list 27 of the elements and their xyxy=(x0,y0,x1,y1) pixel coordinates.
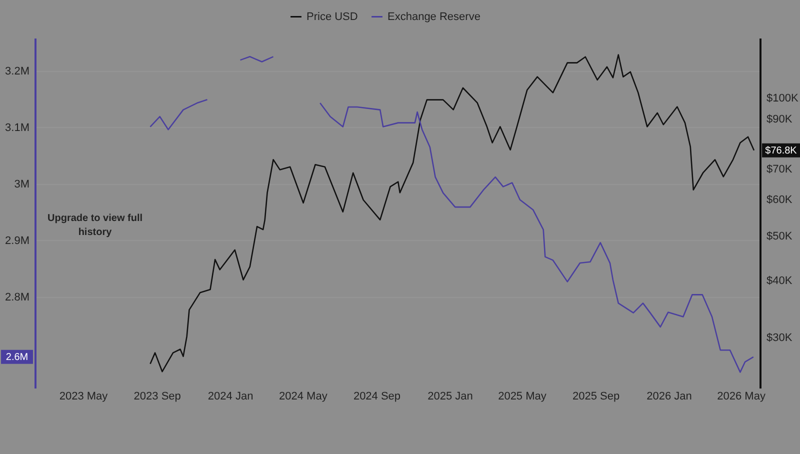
y-tick-label: 3.1M xyxy=(5,122,30,134)
y-tick-label: 3.2M xyxy=(5,65,30,78)
legend-label: Exchange Reserve xyxy=(388,10,480,23)
x-tick-label: 2025 May xyxy=(498,390,547,402)
y2-tick-label: $40K xyxy=(766,274,793,287)
x-tick-label: 2024 May xyxy=(279,390,328,402)
y2-tick-label: $60K xyxy=(766,194,793,206)
y-tick-label: 2.8M xyxy=(5,291,30,304)
y2-tick-label: $100K xyxy=(766,92,799,104)
x-tick-label: 2023 May xyxy=(59,390,108,402)
text: 2.6M xyxy=(6,352,28,363)
y-tick-label: 3M xyxy=(14,178,30,190)
x-tick-label: 2024 Sep xyxy=(353,390,401,402)
y2-tick-label: $50K xyxy=(766,230,793,242)
annotation: Upgrade to view full history xyxy=(47,213,143,238)
x-tick-label: 2026 Jan xyxy=(646,390,692,402)
y2-tick-label: $30K xyxy=(766,332,793,344)
legend-label: Price USD xyxy=(306,10,358,23)
y-tick-label: 2.9M xyxy=(5,234,30,247)
y2-tick-label: $90K xyxy=(766,113,793,126)
x-tick-label: 2023 Sep xyxy=(134,390,181,402)
text: $76.8K xyxy=(765,145,798,156)
x-tick-label: 2026 May xyxy=(717,390,766,402)
x-tick-label: 2024 Jan xyxy=(208,390,254,402)
x-tick-label: 2025 Jan xyxy=(428,390,473,402)
x-tick-label: 2025 Sep xyxy=(572,390,620,402)
y2-tick-label: $70K xyxy=(766,163,793,176)
